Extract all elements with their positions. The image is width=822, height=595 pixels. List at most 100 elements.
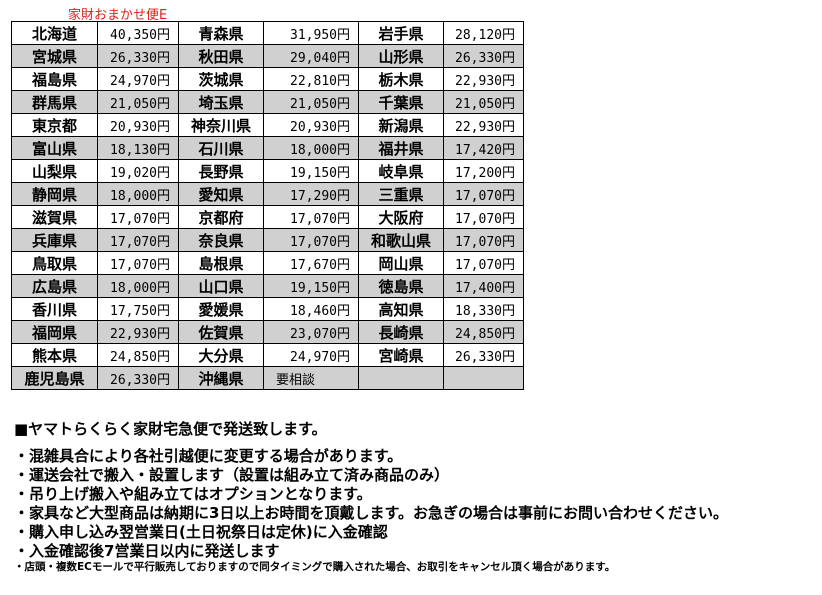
prefecture-cell: 兵庫県 <box>11 228 98 252</box>
prefecture-cell: 山形県 <box>358 44 444 68</box>
prefecture-cell: 福井県 <box>358 136 444 160</box>
prefecture-cell: 三重県 <box>358 182 444 206</box>
price-cell: 22,810円 <box>263 67 359 91</box>
prefecture-cell: 香川県 <box>11 297 98 321</box>
prefecture-cell: 東京都 <box>11 113 98 137</box>
price-cell: 23,070円 <box>263 320 359 344</box>
prefecture-cell: 大分県 <box>178 343 264 367</box>
prefecture-cell: 沖縄県 <box>178 366 264 390</box>
price-cell: 17,070円 <box>443 228 524 252</box>
note-item: ・入金確認後7営業日以内に発送します <box>14 542 280 560</box>
price-cell: 17,070円 <box>443 205 524 229</box>
table-row: 鹿児島県 26,330円 沖縄県 要相談 <box>11 366 524 390</box>
price-cell: 17,070円 <box>263 205 359 229</box>
price-cell: 28,120円 <box>443 21 524 45</box>
table-row: 香川県 17,750円 愛媛県 18,460円 高知県 18,330円 <box>11 297 524 321</box>
table-row: 富山県 18,130円 石川県 18,000円 福井県 17,420円 <box>11 136 524 160</box>
prefecture-cell: 山梨県 <box>11 159 98 183</box>
prefecture-cell: 愛知県 <box>178 182 264 206</box>
prefecture-cell: 島根県 <box>178 251 264 275</box>
price-cell: 20,930円 <box>263 113 359 137</box>
price-cell: 21,050円 <box>263 90 359 114</box>
price-cell: 21,050円 <box>97 90 179 114</box>
price-cell: 21,050円 <box>443 90 524 114</box>
price-cell: 29,040円 <box>263 44 359 68</box>
prefecture-cell: 富山県 <box>11 136 98 160</box>
price-cell: 17,070円 <box>97 228 179 252</box>
prefecture-cell: 福島県 <box>11 67 98 91</box>
price-cell <box>443 366 524 390</box>
price-cell: 17,200円 <box>443 159 524 183</box>
table-row: 福岡県 22,930円 佐賀県 23,070円 長崎県 24,850円 <box>11 320 524 344</box>
note-small-print: ・店頭・複数ECモールで平行販売しておりますので同タイミングで購入された場合、お… <box>14 561 616 573</box>
table-row: 北海道 40,350円 青森県 31,950円 岩手県 28,120円 <box>11 21 524 45</box>
price-cell: 17,070円 <box>443 182 524 206</box>
price-cell: 20,930円 <box>97 113 179 137</box>
prefecture-cell: 岐阜県 <box>358 159 444 183</box>
price-cell: 17,070円 <box>263 228 359 252</box>
prefecture-cell: 和歌山県 <box>358 228 444 252</box>
price-cell: 要相談 <box>263 366 359 390</box>
prefecture-cell: 青森県 <box>178 21 264 45</box>
note-item: ・運送会社で搬入・設置します（設置は組み立て済み商品のみ） <box>14 466 450 484</box>
prefecture-cell: 岩手県 <box>358 21 444 45</box>
price-cell: 22,930円 <box>97 320 179 344</box>
shipping-rate-table: 北海道 40,350円 青森県 31,950円 岩手県 28,120円 宮城県 26,330円… <box>11 21 524 390</box>
prefecture-cell: 石川県 <box>178 136 264 160</box>
table-row: 東京都 20,930円 神奈川県 20,930円 新潟県 22,930円 <box>11 113 524 137</box>
prefecture-cell: 埼玉県 <box>178 90 264 114</box>
note-item: ・購入申し込み翌営業日(土日祝祭日は定休)に入金確認 <box>14 523 388 541</box>
prefecture-cell: 新潟県 <box>358 113 444 137</box>
prefecture-cell: 徳島県 <box>358 274 444 298</box>
price-cell: 17,070円 <box>97 251 179 275</box>
price-cell: 24,850円 <box>443 320 524 344</box>
price-cell: 26,330円 <box>443 44 524 68</box>
shipping-notes: ■ヤマトらくらく家財宅急便で発送致します。 ・混雑具合により各社引越便に変更する… <box>14 418 728 561</box>
price-cell: 26,330円 <box>97 366 179 390</box>
note-item: ・家具など大型商品は納期に3日以上お時間を頂戴します。お急ぎの場合は事前にお問い… <box>14 504 728 522</box>
table-row: 広島県 18,000円 山口県 19,150円 徳島県 17,400円 <box>11 274 524 298</box>
prefecture-cell: 熊本県 <box>11 343 98 367</box>
price-cell: 26,330円 <box>443 343 524 367</box>
notes-heading: ■ヤマトらくらく家財宅急便で発送致します。 <box>14 420 327 438</box>
price-cell: 31,950円 <box>263 21 359 45</box>
prefecture-cell: 千葉県 <box>358 90 444 114</box>
price-cell: 40,350円 <box>97 21 179 45</box>
prefecture-cell: 福岡県 <box>11 320 98 344</box>
price-cell: 24,970円 <box>263 343 359 367</box>
prefecture-cell: 奈良県 <box>178 228 264 252</box>
table-row: 静岡県 18,000円 愛知県 17,290円 三重県 17,070円 <box>11 182 524 206</box>
price-cell: 22,930円 <box>443 113 524 137</box>
price-cell: 17,070円 <box>443 251 524 275</box>
prefecture-cell: 栃木県 <box>358 67 444 91</box>
price-cell: 17,750円 <box>97 297 179 321</box>
table-row: 滋賀県 17,070円 京都府 17,070円 大阪府 17,070円 <box>11 205 524 229</box>
note-item: ・吊り上げ搬入や組み立てはオプションとなります。 <box>14 485 372 503</box>
prefecture-cell: 静岡県 <box>11 182 98 206</box>
price-cell: 17,290円 <box>263 182 359 206</box>
prefecture-cell: 神奈川県 <box>178 113 264 137</box>
table-row: 群馬県 21,050円 埼玉県 21,050円 千葉県 21,050円 <box>11 90 524 114</box>
table-row: 熊本県 24,850円 大分県 24,970円 宮崎県 26,330円 <box>11 343 524 367</box>
prefecture-cell: 北海道 <box>11 21 98 45</box>
price-cell: 19,150円 <box>263 159 359 183</box>
price-cell: 18,460円 <box>263 297 359 321</box>
prefecture-cell: 長野県 <box>178 159 264 183</box>
price-cell: 17,670円 <box>263 251 359 275</box>
table-row: 山梨県 19,020円 長野県 19,150円 岐阜県 17,200円 <box>11 159 524 183</box>
price-cell: 17,400円 <box>443 274 524 298</box>
prefecture-cell: 岡山県 <box>358 251 444 275</box>
prefecture-cell: 宮崎県 <box>358 343 444 367</box>
prefecture-cell: 鹿児島県 <box>11 366 98 390</box>
prefecture-cell: 山口県 <box>178 274 264 298</box>
prefecture-cell: 群馬県 <box>11 90 98 114</box>
prefecture-cell: 秋田県 <box>178 44 264 68</box>
table-row: 鳥取県 17,070円 島根県 17,670円 岡山県 17,070円 <box>11 251 524 275</box>
table-row: 兵庫県 17,070円 奈良県 17,070円 和歌山県 17,070円 <box>11 228 524 252</box>
prefecture-cell: 高知県 <box>358 297 444 321</box>
prefecture-cell: 大阪府 <box>358 205 444 229</box>
price-cell: 19,020円 <box>97 159 179 183</box>
price-cell: 18,130円 <box>97 136 179 160</box>
prefecture-cell: 滋賀県 <box>11 205 98 229</box>
price-cell: 24,850円 <box>97 343 179 367</box>
